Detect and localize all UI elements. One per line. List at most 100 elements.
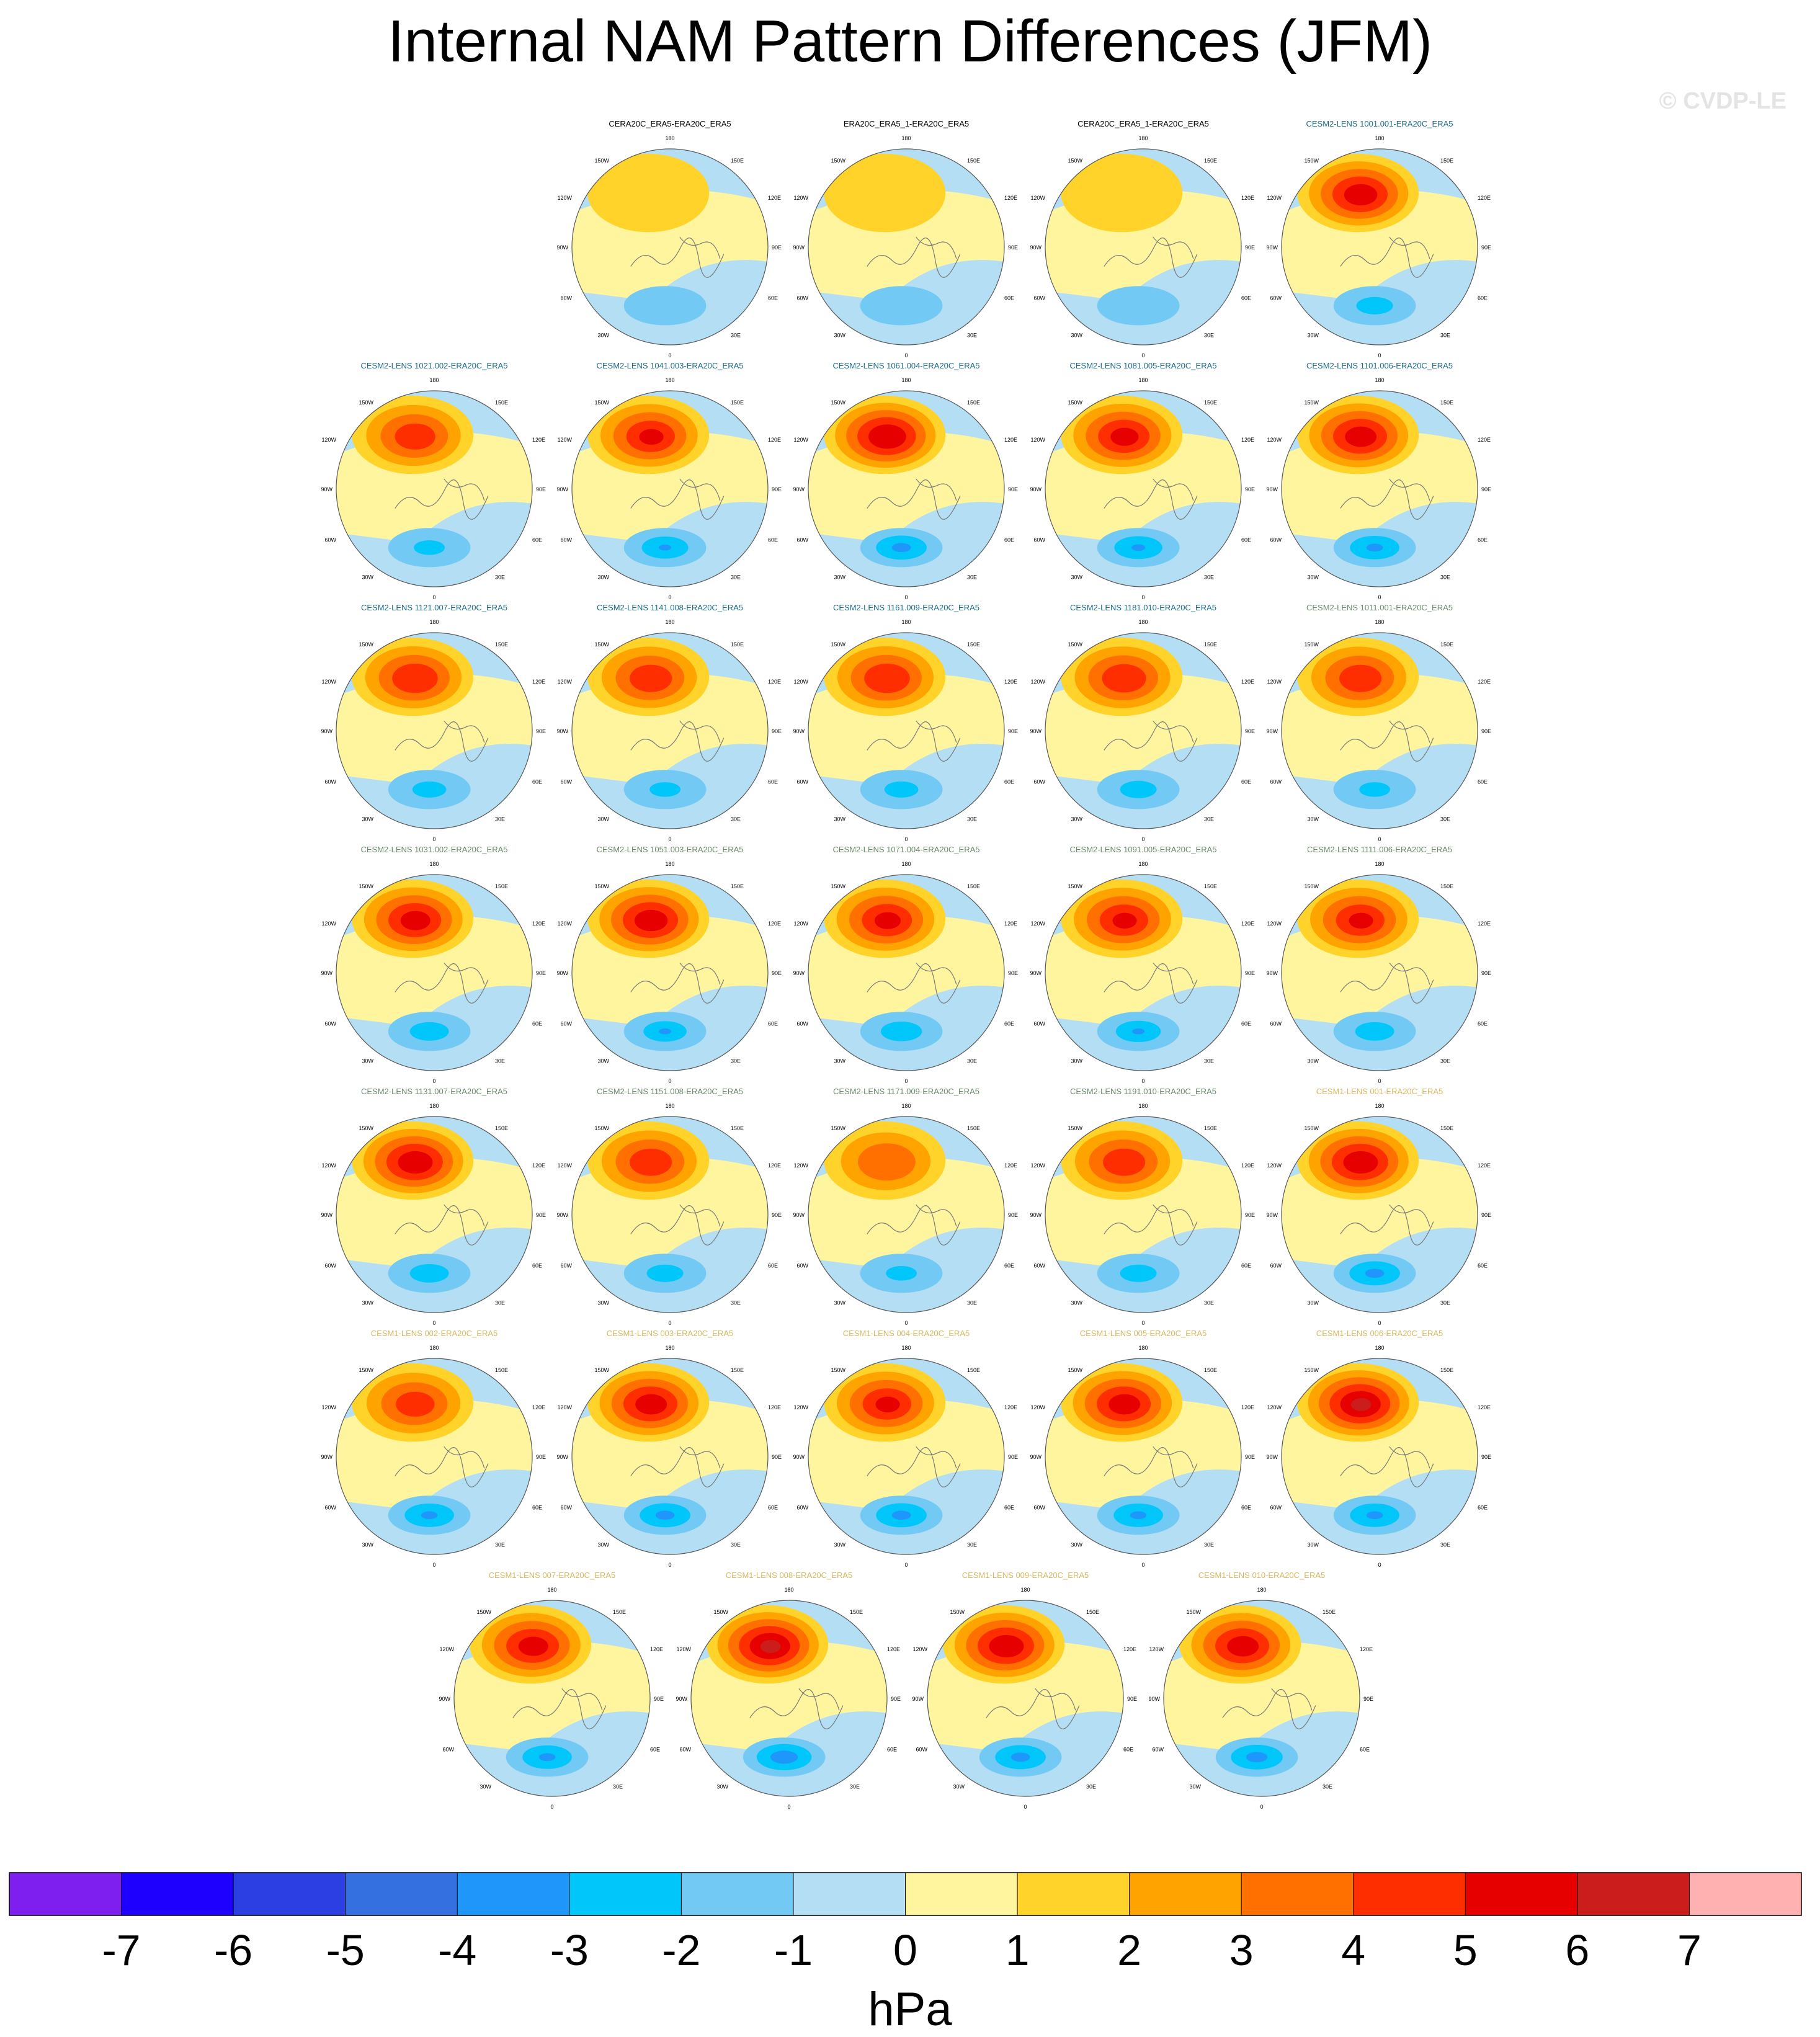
- longitude-label: 90W: [556, 244, 568, 251]
- longitude-label: 120W: [1267, 195, 1282, 201]
- coastline: [395, 1204, 489, 1246]
- longitude-label: 90E: [1008, 244, 1018, 251]
- polar-map: 180 0 150W 150E 120W 120E 90W 90E 60W 60E 30W 30E: [793, 619, 1018, 842]
- longitude-label: 60W: [1270, 295, 1282, 301]
- high-contour: [864, 663, 910, 693]
- longitude-label: 0: [904, 1078, 908, 1084]
- coastline: [1222, 1688, 1316, 1729]
- low-contour: [421, 1511, 438, 1520]
- longitude-label: 90W: [676, 1696, 687, 1702]
- longitude-label: 90E: [1481, 1212, 1491, 1218]
- low-contour: [891, 1510, 911, 1520]
- coastline: [630, 1204, 725, 1246]
- longitude-label: 0: [904, 352, 908, 359]
- map-border: [571, 390, 769, 587]
- low-contour: [646, 1264, 684, 1282]
- longitude-label: 30W: [1071, 816, 1083, 822]
- longitude-label: 60E: [768, 1504, 778, 1510]
- longitude-label: 90E: [772, 970, 782, 976]
- longitude-label: 0: [1141, 1078, 1144, 1084]
- longitude-label: 60W: [1270, 537, 1282, 543]
- longitude-label: 60W: [324, 778, 336, 785]
- longitude-label: 120E: [1123, 1646, 1136, 1652]
- longitude-label: 180: [901, 861, 911, 867]
- map-border: [1281, 390, 1478, 587]
- longitude-label: 30E: [1440, 816, 1450, 822]
- longitude-label: 0: [904, 1320, 908, 1326]
- longitude-label: 150E: [967, 641, 980, 648]
- longitude-label: 90W: [1266, 1212, 1278, 1218]
- panel-title: CESM1-LENS 005-ERA20C_ERA5: [1079, 1329, 1207, 1338]
- colorbar-swatch: [121, 1873, 234, 1915]
- polar-map: 180 0 150W 150E 120W 120E 90W 90E 60W 60E 30W 30E: [793, 861, 1018, 1084]
- longitude-label: 30E: [1440, 1299, 1450, 1306]
- longitude-label: 0: [1378, 836, 1381, 842]
- longitude-label: 90E: [536, 1212, 546, 1218]
- longitude-label: 120E: [1004, 437, 1017, 443]
- coastline: [395, 478, 489, 520]
- panel-title: CESM2-LENS 1041.003-ERA20C_ERA5: [596, 361, 744, 370]
- map-border: [808, 1358, 1005, 1555]
- high-contour: [874, 912, 901, 929]
- longitude-label: 30W: [1308, 1299, 1319, 1306]
- polar-map: 180 0 150W 150E 120W 120E 90W 90E 60W 60E 30W 30E: [556, 1103, 782, 1326]
- longitude-label: 30E: [495, 1541, 505, 1548]
- panel-title: CESM2-LENS 1111.006-ERA20C_ERA5: [1306, 845, 1453, 854]
- longitude-label: 120W: [1149, 1646, 1164, 1652]
- longitude-label: 120W: [793, 679, 808, 685]
- low-contour: [659, 1028, 672, 1035]
- high-contour: [1350, 1397, 1372, 1411]
- colorbar-tick-label: 0: [893, 1926, 917, 1974]
- coastline: [1104, 1446, 1198, 1487]
- high-contour: [1227, 1636, 1259, 1657]
- coastline: [867, 236, 961, 278]
- map-border: [1045, 390, 1242, 587]
- longitude-label: 60E: [1004, 537, 1014, 543]
- longitude-label: 180: [901, 1345, 911, 1351]
- longitude-label: 150E: [967, 1367, 980, 1373]
- longitude-label: 0: [1141, 352, 1144, 359]
- coastline: [630, 720, 725, 762]
- longitude-label: 90W: [1030, 1212, 1042, 1218]
- longitude-label: 120E: [1004, 195, 1017, 201]
- longitude-label: 180: [429, 619, 439, 625]
- polar-map: 180 0 150W 150E 120W 120E 90W 90E 60W 60E 30W 30E: [1266, 861, 1491, 1084]
- longitude-label: 90W: [556, 1454, 568, 1460]
- longitude-label: 60W: [796, 1262, 808, 1268]
- low-contour: [409, 1264, 449, 1283]
- map-border: [1281, 1358, 1478, 1555]
- coastline: [1340, 720, 1434, 762]
- low-contour: [623, 286, 707, 326]
- panel-title: CESM2-LENS 1021.002-ERA20C_ERA5: [360, 361, 508, 370]
- longitude-label: 120E: [887, 1646, 900, 1652]
- longitude-label: 180: [1020, 1587, 1030, 1593]
- longitude-label: 120W: [1267, 1404, 1282, 1411]
- longitude-label: 120W: [557, 1404, 572, 1411]
- longitude-label: 150E: [1440, 883, 1453, 889]
- longitude-label: 90E: [654, 1696, 664, 1702]
- longitude-label: 60W: [324, 1020, 336, 1027]
- longitude-label: 180: [1375, 135, 1384, 141]
- panel-title: CESM2-LENS 1191.010-ERA20C_ERA5: [1069, 1087, 1217, 1096]
- longitude-label: 120W: [321, 1162, 336, 1169]
- longitude-label: 60W: [1033, 1262, 1045, 1268]
- longitude-label: 30W: [1308, 332, 1319, 338]
- longitude-label: 30W: [598, 1058, 610, 1064]
- longitude-label: 120W: [793, 195, 808, 201]
- longitude-label: 0: [668, 1320, 671, 1326]
- low-contour: [1120, 1264, 1157, 1282]
- longitude-label: 120E: [532, 1162, 545, 1169]
- polar-map: 180 0 150W 150E 120W 120E 90W 90E 60W 60E 30W 30E: [556, 135, 782, 359]
- polar-map: 180 0 150W 150E 120W 120E 90W 90E 60W 60E 30W 30E: [321, 861, 546, 1084]
- longitude-label: 120E: [1241, 1404, 1254, 1411]
- map-border: [336, 632, 533, 829]
- high-contour: [639, 429, 664, 445]
- coastline: [867, 1204, 961, 1246]
- longitude-label: 60W: [560, 778, 572, 785]
- longitude-label: 150W: [831, 399, 846, 406]
- panel-title: CESM2-LENS 1081.005-ERA20C_ERA5: [1069, 361, 1217, 370]
- longitude-label: 30W: [834, 332, 846, 338]
- coastline: [986, 1688, 1080, 1729]
- longitude-label: 150W: [1068, 158, 1083, 164]
- longitude-label: 60W: [324, 1262, 336, 1268]
